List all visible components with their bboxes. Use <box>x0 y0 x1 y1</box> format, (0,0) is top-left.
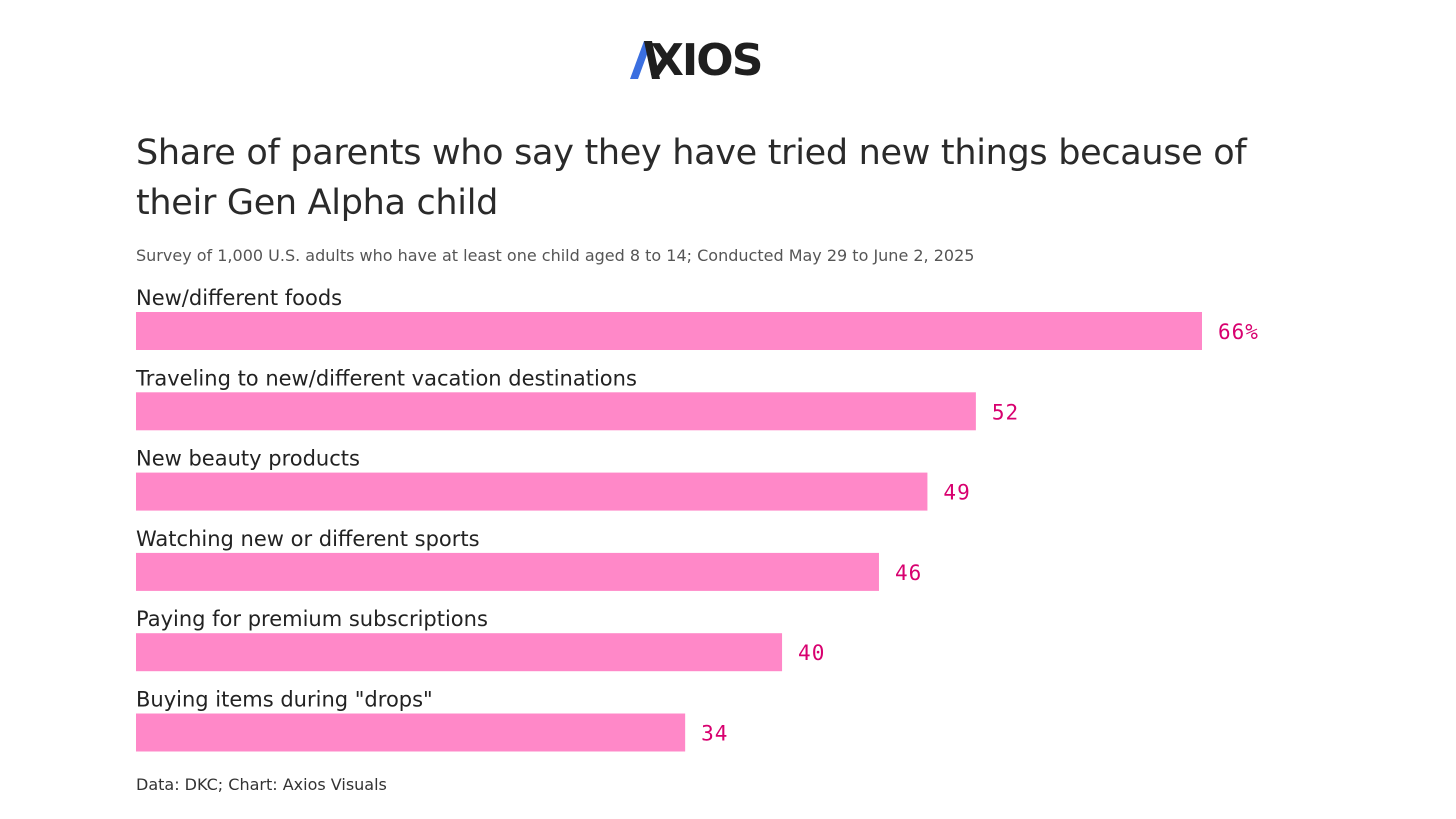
chart-subtitle: Survey of 1,000 U.S. adults who have at … <box>136 246 975 265</box>
bar <box>136 552 879 591</box>
category-label: Buying items during "drops" <box>136 688 433 712</box>
category-label: Watching new or different sports <box>136 527 480 551</box>
bar <box>136 472 928 511</box>
category-label: Traveling to new/different vacation dest… <box>135 366 637 390</box>
bar <box>136 713 686 752</box>
category-label: New beauty products <box>136 447 360 471</box>
value-label: 46 <box>895 561 922 585</box>
value-label: 40 <box>798 641 825 665</box>
bar <box>136 312 1202 350</box>
chart-title: Share of parents who say they have tried… <box>136 133 1247 223</box>
axios-wordmark: XIOS <box>650 35 763 86</box>
value-label: 52 <box>992 400 1019 424</box>
chart-source: Data: DKC; Chart: Axios Visuals <box>136 775 387 794</box>
category-label: New/different foods <box>136 286 342 310</box>
axios-logo: XIOS <box>630 38 790 84</box>
value-label: 34 <box>701 722 728 746</box>
bar <box>136 392 976 431</box>
bar <box>136 633 783 672</box>
axios-logo-mark <box>630 41 660 79</box>
value-label: 66% <box>1218 320 1259 344</box>
category-label: Paying for premium subscriptions <box>136 607 488 631</box>
value-label: 49 <box>943 481 970 505</box>
